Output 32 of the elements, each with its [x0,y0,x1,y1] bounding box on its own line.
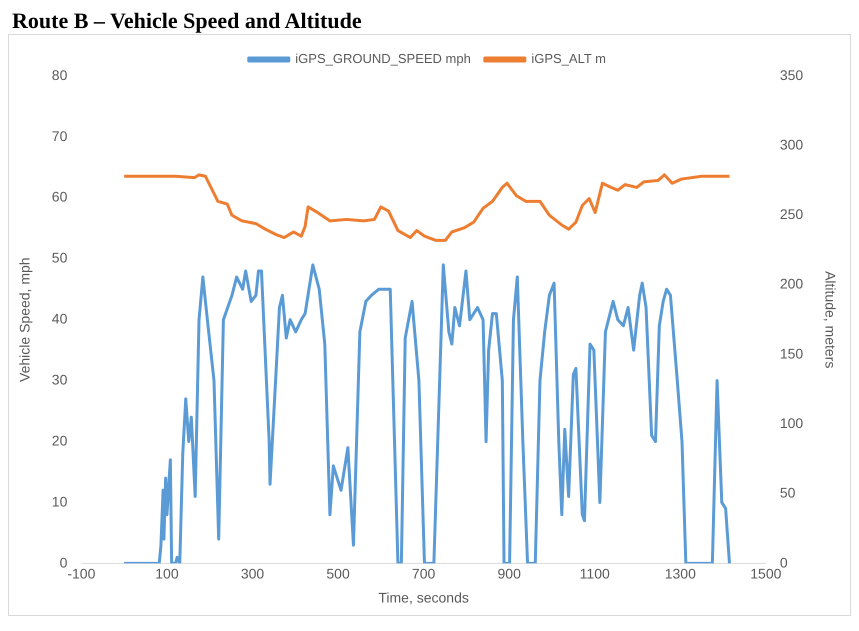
x-tick-label: 100 [155,566,179,582]
y-tick-label: 70 [52,128,68,144]
x-tick-label: 1500 [750,566,782,582]
y-tick-label: 30 [52,371,68,388]
y2-tick-label: 300 [780,136,804,152]
y2-tick-label: 100 [780,415,804,431]
y-tick-label: 80 [52,66,68,83]
x-tick-label: 300 [240,566,264,582]
x-axis-title: Time, seconds [378,589,469,606]
y-tick-label: 10 [52,493,68,510]
legend-label: iGPS_ALT m [531,51,606,66]
x-tick-label: 1300 [664,566,696,582]
y-axis-title: Vehicle Speed, mph [16,257,32,382]
x-tick-label: 900 [497,566,522,582]
y-tick-label: 50 [52,250,68,266]
y2-tick-label: 50 [780,484,796,501]
y2-axis-title: Altitude, meters [822,271,839,368]
x-tick-label: -100 [67,566,96,582]
y2-tick-label: 200 [780,276,804,292]
y2-tick-label: 250 [780,206,804,222]
y-tick-label: 60 [52,188,68,205]
legend-label: iGPS_GROUND_SPEED mph [295,51,471,66]
y-tick-label: 20 [52,432,68,448]
y-tick-label: 40 [52,310,68,327]
x-tick-label: 700 [412,566,436,582]
chart-title: Route B – Vehicle Speed and Altitude [11,8,363,34]
y2-tick-label: 150 [780,345,804,362]
x-tick-label: 500 [326,566,350,582]
y-tick-label: 0 [60,554,68,570]
x-tick-label: 1100 [580,566,610,582]
y2-tick-label: 350 [780,66,804,83]
y2-tick-label: 0 [780,554,788,570]
